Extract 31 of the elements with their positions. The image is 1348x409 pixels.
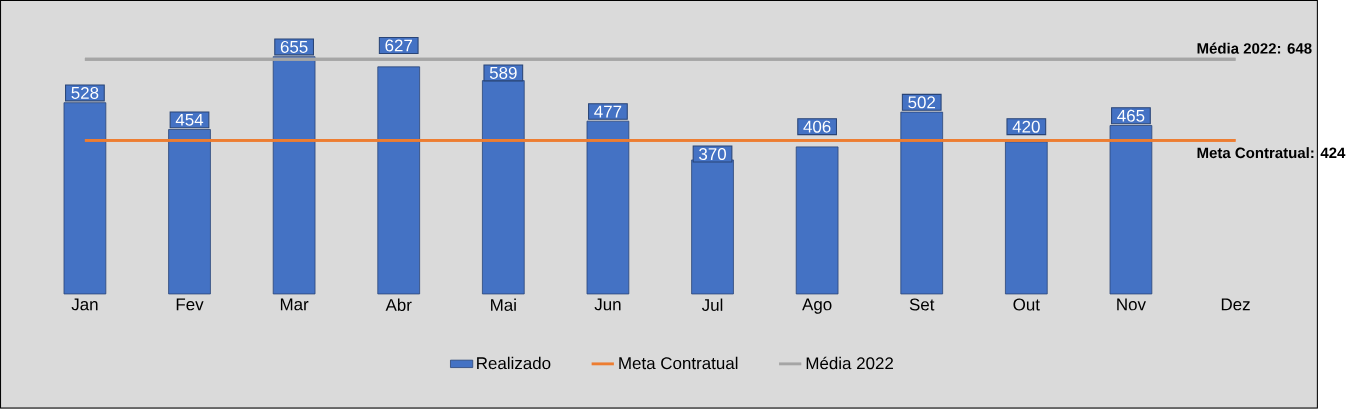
x-tick-label: Mai xyxy=(491,298,516,312)
x-tick-label: Nov xyxy=(1117,298,1146,311)
bar xyxy=(795,146,839,295)
x-tick-label: Jul xyxy=(701,298,723,312)
text: Média 2022: 648 xyxy=(1197,42,1312,54)
data-label: 655 xyxy=(280,41,308,54)
data-label: 370 xyxy=(699,148,726,161)
data-label: 420 xyxy=(1012,120,1040,133)
x-tick-label: Ago xyxy=(802,298,832,314)
bar xyxy=(1005,141,1048,295)
data-label: 627 xyxy=(385,39,412,52)
x-tick-label: Abr xyxy=(385,298,412,312)
annotation: Meta Contratual: 424 xyxy=(1197,147,1346,159)
legend-label: Meta Contratual xyxy=(619,356,738,370)
data-label: 502 xyxy=(908,96,935,109)
data-label: 454 xyxy=(175,114,204,126)
x-tick-label: Jun xyxy=(594,298,621,311)
x-tick-label: Mar xyxy=(280,298,309,311)
data-label: 589 xyxy=(489,67,517,80)
legend-label: Média 2022 xyxy=(806,356,893,370)
data-label: 528 xyxy=(71,87,99,100)
x-tick-label: Jan xyxy=(71,298,98,311)
x-tick-label: Set xyxy=(909,298,935,311)
x-tick-label: Fev xyxy=(176,298,204,311)
x-tick-label: Dez xyxy=(1221,298,1250,311)
data-label: 465 xyxy=(1117,109,1145,122)
x-tick-label: Out xyxy=(1013,298,1040,311)
legend-label: Realizado xyxy=(477,356,551,370)
data-label: 406 xyxy=(803,120,831,133)
bar xyxy=(377,66,421,295)
data-label: 477 xyxy=(594,105,622,118)
